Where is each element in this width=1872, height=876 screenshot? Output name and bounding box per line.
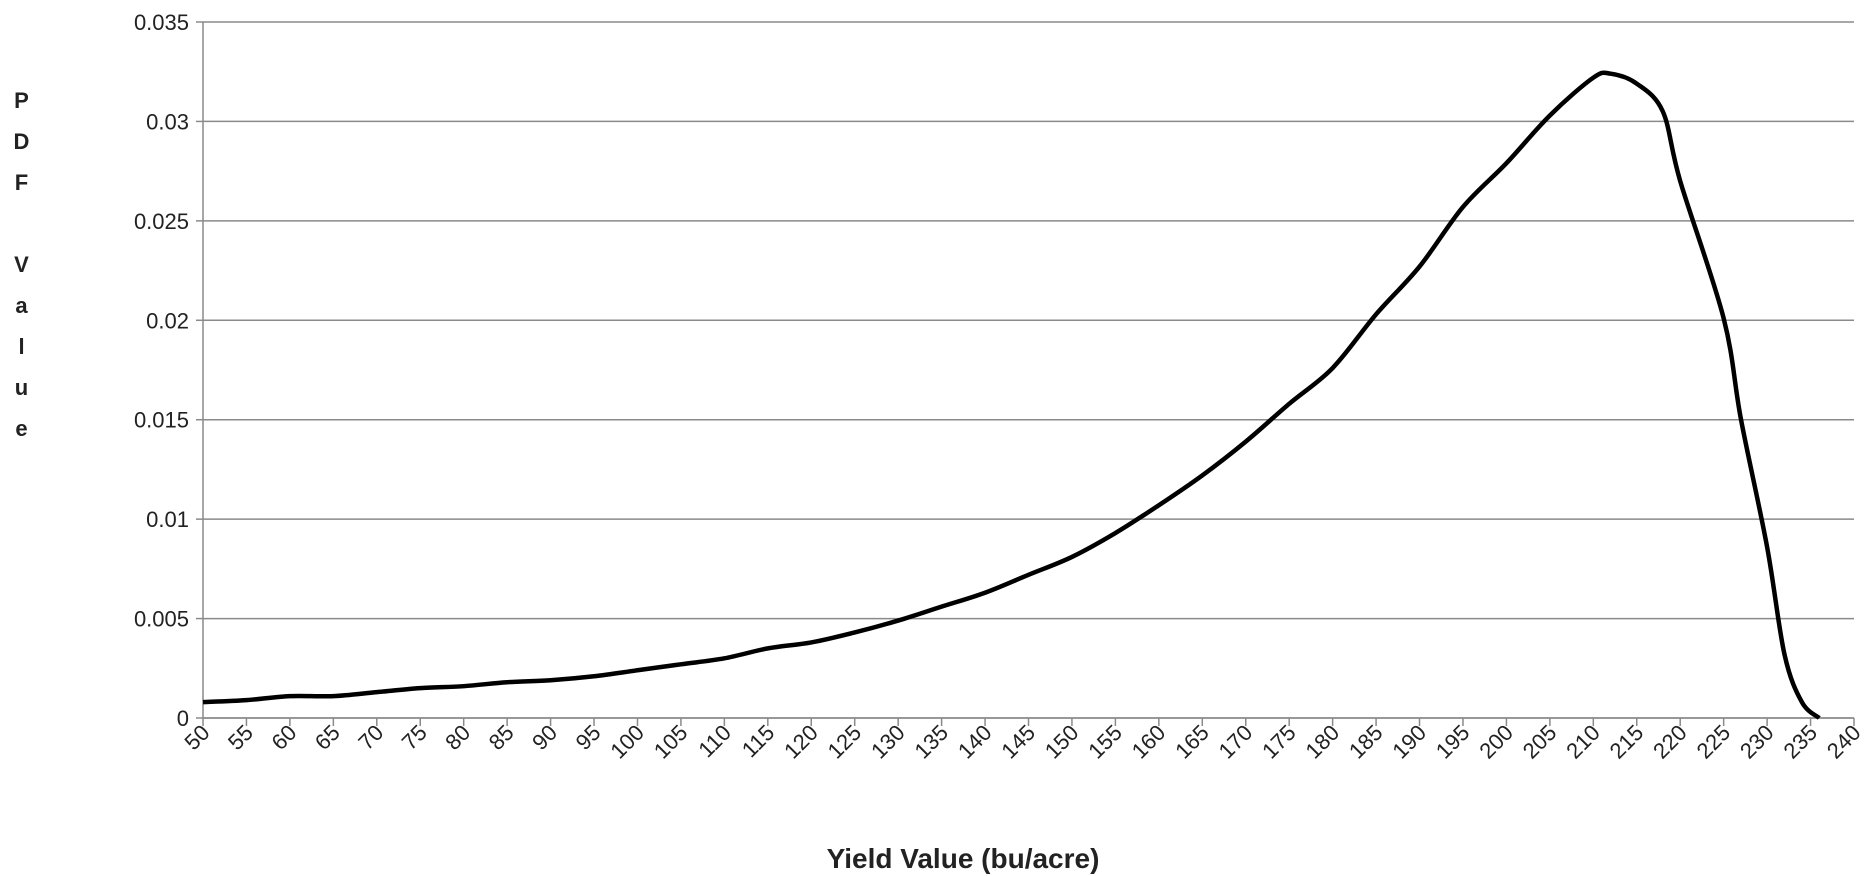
x-tick-label: 100 [605,720,649,764]
x-tick-label: 130 [866,720,910,764]
x-tick-label: 165 [1170,720,1214,764]
y-tick-label: 0.005 [134,607,189,632]
x-tick-label: 155 [1083,720,1127,764]
x-tick-label: 120 [779,720,823,764]
x-tick-label: 170 [1214,720,1258,764]
x-tick-label: 80 [440,720,475,755]
x-tick-label: 175 [1257,720,1301,764]
x-tick-label: 90 [527,720,562,755]
x-tick-label: 125 [823,720,867,764]
x-tick-label: 240 [1822,720,1866,764]
y-tick-label: 0.01 [146,507,189,532]
x-tick-label: 110 [693,720,735,762]
line [202,70,1821,720]
x-axis-title: Yield Value (bu/acre) [827,843,1100,874]
x-tick-label: 230 [1735,720,1779,764]
y-tick-label: 0 [177,706,189,731]
x-tick-label: 95 [571,720,606,755]
x-tick-label: 115 [737,720,779,762]
x-tick-label: 215 [1605,720,1649,764]
y-tick-label: 0.03 [146,109,189,134]
x-tick-label: 190 [1387,720,1431,764]
x-tick-label: 55 [223,720,258,755]
x-tick-label: 205 [1518,720,1562,764]
x-tick-label: 135 [909,720,953,764]
y-tick-label: 0.025 [134,209,189,234]
x-tick-label: 235 [1778,720,1822,764]
x-tick-label: 75 [397,720,432,755]
x-tick-label: 225 [1692,720,1736,764]
x-tick-label: 220 [1648,720,1692,764]
x-tick-label: 180 [1301,720,1345,764]
x-tick-label: 70 [353,720,388,755]
x-tick-label: 185 [1344,720,1388,764]
x-tick-label: 160 [1127,720,1171,764]
x-tick-label: 145 [996,720,1040,764]
y-tick-label: 0.02 [146,308,189,333]
x-tick-label: 150 [1040,720,1084,764]
x-tick-label: 195 [1431,720,1475,764]
x-tick-label: 140 [953,720,997,764]
x-tick-label: 65 [310,720,345,755]
y-tick-label: 0.015 [134,408,189,433]
x-tick-label: 60 [266,720,301,755]
x-tick-label: 210 [1561,720,1605,764]
x-tick-label: 85 [484,720,519,755]
y-axis-title: PDF Value [9,88,34,457]
y-tick-label: 0.035 [134,10,189,35]
x-tick-label: 105 [649,720,693,764]
x-tick-label: 200 [1474,720,1518,764]
